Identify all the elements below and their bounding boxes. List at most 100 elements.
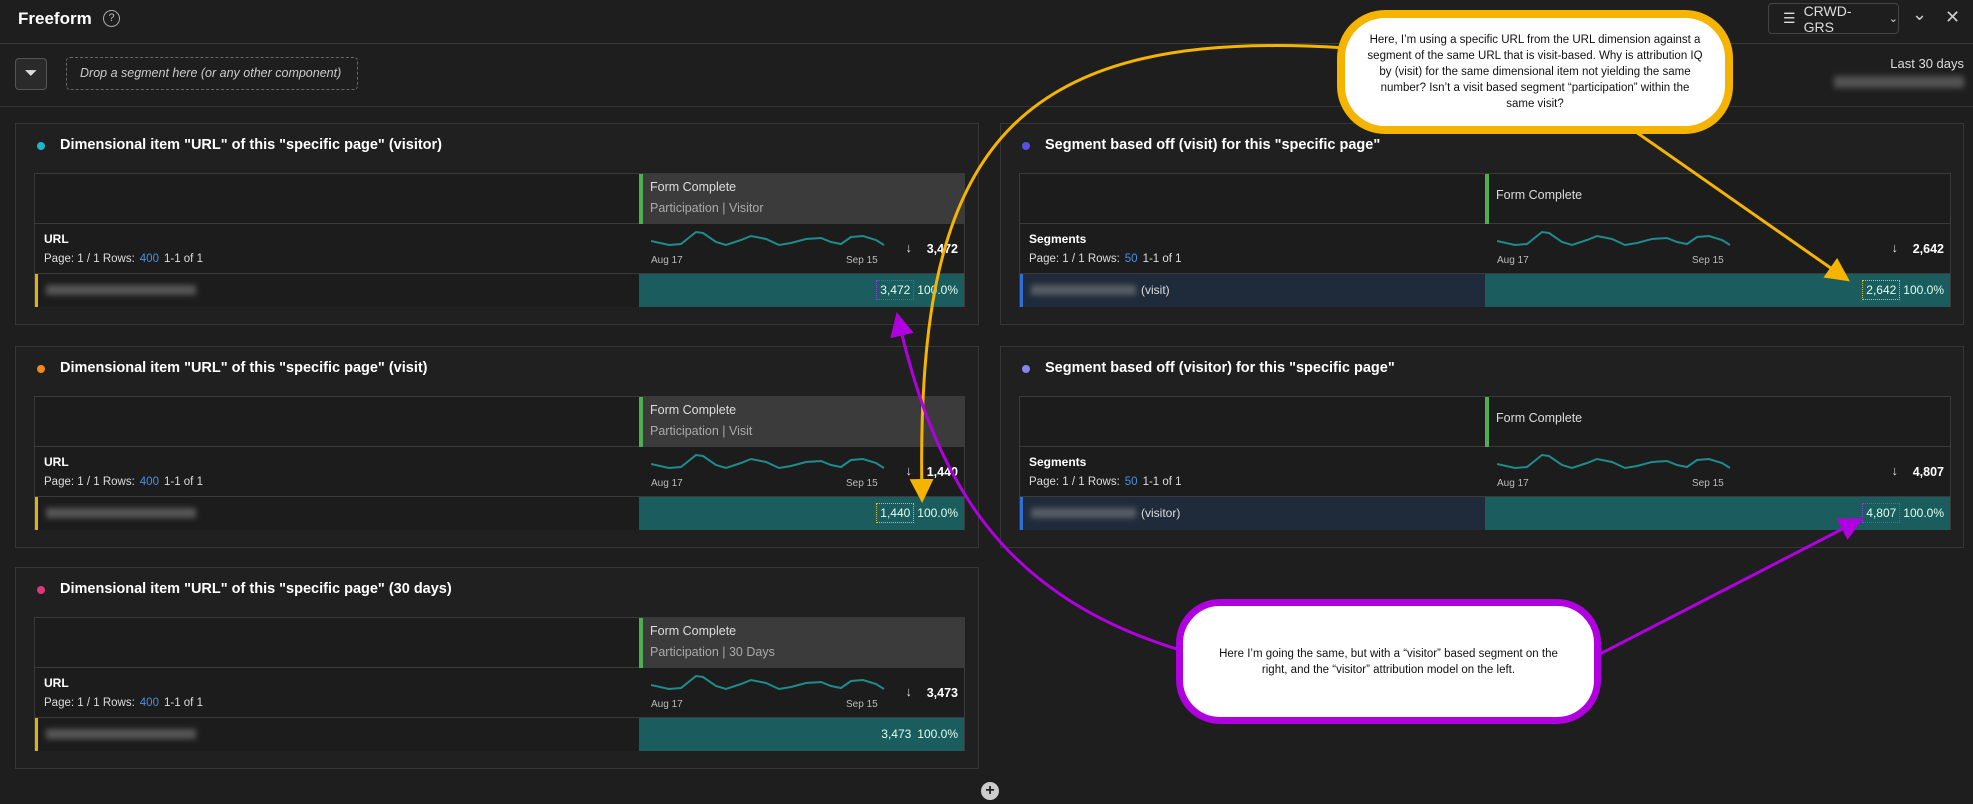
row-item-suffix: (visitor) [1141, 506, 1181, 520]
sparkline-end-date: Sep 15 [846, 699, 878, 710]
redacted-item-name [46, 508, 196, 518]
dimension-row: URL Page: 1 / 1 Rows: 400 1-1 of 1 Aug 17 … [35, 224, 964, 274]
freeform-table-panel: Dimensional item "URL" of this "specific… [15, 567, 979, 769]
metric-column-header[interactable]: Form Complete [1485, 397, 1950, 447]
page-label: Page: 1 / 1 Rows: [1029, 253, 1120, 265]
metric-name: Form Complete [1496, 188, 1583, 202]
rows-per-page[interactable]: 50 [1124, 476, 1138, 488]
row-metric-cell: 3,472 100.0% [639, 274, 964, 307]
sparkline-start-date: Aug 17 [1497, 478, 1529, 489]
redacted-item-name [1031, 285, 1136, 295]
freeform-table: Form Complete Segments Page: 1 / 1 Rows:… [1019, 396, 1951, 530]
sort-descending-icon[interactable]: ↓ [905, 463, 913, 478]
table-header-row: Form Complete [1020, 174, 1950, 224]
panel-title[interactable]: Dimensional item "URL" of this "specific… [60, 581, 452, 597]
page-title: Freeform [18, 9, 92, 28]
sparkline-start-date: Aug 17 [1497, 255, 1529, 266]
metric-column-header[interactable]: Form Complete Participation | 30 Days [639, 618, 964, 668]
freeform-table: Form Complete Participation | Visit URL … [34, 396, 965, 530]
metric-total: 4,807 [1912, 465, 1944, 479]
panel-title[interactable]: Dimensional item "URL" of this "specific… [60, 137, 443, 153]
row-range: 1-1 of 1 [163, 476, 203, 488]
sparkline [1497, 230, 1731, 247]
metric-column-header[interactable]: Form Complete [1485, 174, 1950, 224]
report-suite-label: CRWD-GRS [1803, 2, 1852, 35]
metric-attribution: Participation | 30 Days [650, 645, 775, 659]
table-row[interactable]: 3,473 100.0% [35, 718, 964, 751]
row-range: 1-1 of 1 [163, 253, 203, 265]
plus-circle-icon[interactable]: + [981, 782, 999, 800]
sparkline-start-date: Aug 17 [651, 699, 683, 710]
row-range: 1-1 of 1 [1142, 253, 1182, 265]
row-metric-percent: 100.0% [917, 506, 958, 520]
dimension-label[interactable]: Segments [1029, 232, 1087, 246]
row-dimension-item[interactable]: (visitor) [1020, 497, 1487, 530]
rows-per-page[interactable]: 50 [1124, 253, 1138, 265]
row-item-suffix: (visit) [1141, 283, 1170, 297]
metric-column-header[interactable]: Form Complete Participation | Visit [639, 397, 964, 447]
sort-descending-icon[interactable]: ↓ [1891, 240, 1899, 255]
panel-title[interactable]: Dimensional item "URL" of this "specific… [60, 360, 428, 376]
freeform-table-panel: Dimensional item "URL" of this "specific… [15, 123, 979, 325]
table-row[interactable]: 1,440 100.0% [35, 497, 964, 530]
row-dimension-item[interactable] [35, 497, 641, 530]
table-header-row: Form Complete Participation | Visitor [35, 174, 964, 224]
chevron-down-icon[interactable]: ⌄ [1912, 4, 1928, 24]
sort-descending-icon[interactable]: ↓ [905, 240, 913, 255]
metric-column-header[interactable]: Form Complete Participation | Visitor [639, 174, 964, 224]
panel-color-dot [37, 142, 45, 150]
panel-title[interactable]: Segment based off (visit) for this "spec… [1045, 137, 1381, 153]
table-row[interactable]: (visit) 2,642 100.0% [1020, 274, 1950, 307]
row-metric-cell: 2,642 100.0% [1485, 274, 1950, 307]
date-range[interactable]: Last 30 days [1834, 56, 1964, 88]
dimension-label[interactable]: Segments [1029, 455, 1087, 469]
panel-color-dot [1022, 365, 1030, 373]
rows-per-page[interactable]: 400 [139, 253, 159, 265]
filter-add-icon[interactable]: ⏷ [15, 58, 47, 90]
row-metric-cell: 3,473 100.0% [639, 718, 964, 751]
rows-per-page[interactable]: 400 [139, 697, 159, 709]
dimension-label[interactable]: URL [44, 676, 69, 690]
row-metric-percent: 100.0% [917, 283, 958, 297]
freeform-table-panel: Dimensional item "URL" of this "specific… [15, 346, 979, 548]
table-row[interactable]: (visitor) 4,807 100.0% [1020, 497, 1950, 530]
page-label: Page: 1 / 1 Rows: [1029, 476, 1120, 488]
metric-name: Form Complete [650, 624, 737, 638]
rows-per-page[interactable]: 400 [139, 476, 159, 488]
panel-color-dot [1022, 142, 1030, 150]
row-metric-cell: 4,807 100.0% [1485, 497, 1950, 530]
row-metric-value: 3,472 [876, 280, 915, 300]
panel-title[interactable]: Segment based off (visitor) for this "sp… [1045, 360, 1395, 376]
date-range-label: Last 30 days [1890, 56, 1964, 71]
row-dimension-item[interactable] [35, 274, 641, 307]
metric-attribution: Participation | Visit [650, 424, 753, 438]
question-circle-icon[interactable]: ? [103, 10, 120, 27]
pagination-info: Page: 1 / 1 Rows: 400 1-1 of 1 [44, 697, 203, 709]
pagination-info: Page: 1 / 1 Rows: 50 1-1 of 1 [1029, 253, 1182, 265]
row-dimension-item[interactable] [35, 718, 641, 751]
sort-descending-icon[interactable]: ↓ [905, 684, 913, 699]
freeform-table: Form Complete Segments Page: 1 / 1 Rows:… [1019, 173, 1951, 307]
segment-drop-zone[interactable]: Drop a segment here (or any other compon… [66, 57, 358, 90]
row-range: 1-1 of 1 [163, 697, 203, 709]
row-metric-value: 4,807 [1862, 503, 1901, 523]
metric-total: 2,642 [1912, 242, 1944, 256]
sparkline-start-date: Aug 17 [651, 478, 683, 489]
redacted-item-name [46, 285, 196, 295]
table-row[interactable]: 3,472 100.0% [35, 274, 964, 307]
report-suite-selector[interactable]: ☰ CRWD-GRS ⌄ [1768, 2, 1899, 35]
row-metric-percent: 100.0% [1903, 283, 1944, 297]
metric-total: 3,472 [926, 242, 958, 256]
close-icon[interactable]: ✕ [1945, 7, 1961, 27]
sort-descending-icon[interactable]: ↓ [1891, 463, 1899, 478]
freeform-table-panel: Segment based off (visitor) for this "sp… [1000, 346, 1964, 548]
sparkline-end-date: Sep 15 [846, 478, 878, 489]
row-metric-value: 3,473 [881, 727, 912, 741]
panel-color-dot [37, 365, 45, 373]
dimension-label[interactable]: URL [44, 232, 69, 246]
callout-visitor-note: Here I’m going the same, but with a “vis… [1176, 599, 1601, 724]
sparkline [1497, 453, 1731, 470]
dimension-label[interactable]: URL [44, 455, 69, 469]
row-dimension-item[interactable]: (visit) [1020, 274, 1487, 307]
table-header-row: Form Complete Participation | 30 Days [35, 618, 964, 668]
